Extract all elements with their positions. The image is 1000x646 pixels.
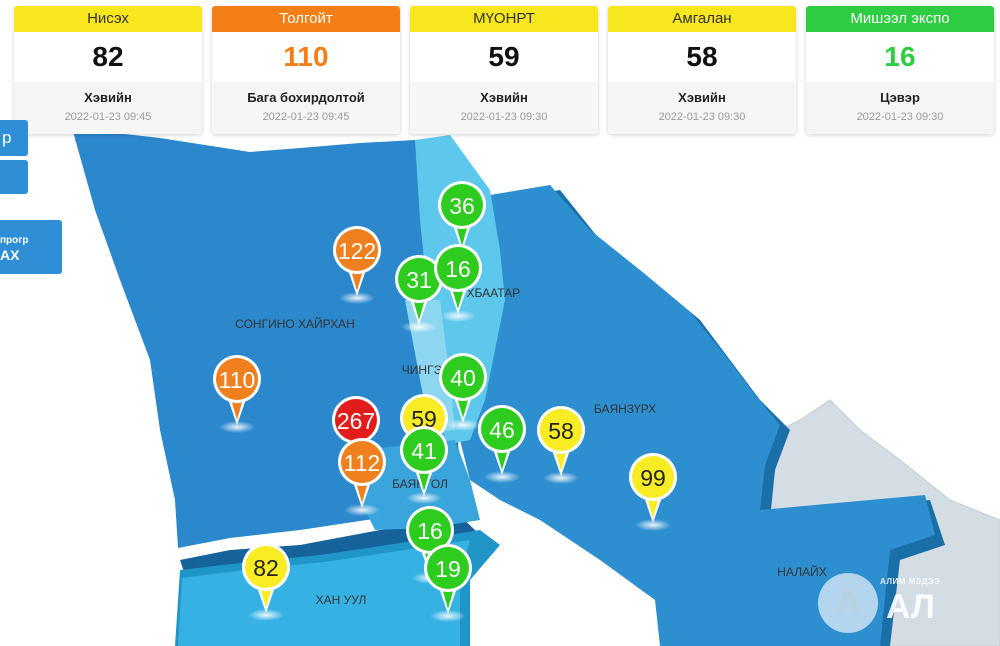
station-cards: Нисэх 82 Хэвийн 2022-01-23 09:45 Толгойт… xyxy=(0,0,1000,140)
aqi-marker-122[interactable]: 122 xyxy=(333,226,381,304)
aqi-status: Бага бохирдолтой xyxy=(247,90,365,105)
aqi-status: Хэвийн xyxy=(678,90,726,105)
aqi-value: 16 xyxy=(884,41,916,72)
aqi-value: 59 xyxy=(488,41,520,72)
aqi-marker-40[interactable]: 40 xyxy=(439,353,487,431)
aqi-marker-value: 122 xyxy=(338,238,376,264)
station-name: Нисэх xyxy=(14,6,202,32)
aqi-marker-value: 40 xyxy=(450,365,476,391)
aqi-marker-112[interactable]: 112 xyxy=(338,438,386,516)
aqi-status: Цэвэр xyxy=(880,90,920,105)
side-button-2[interactable] xyxy=(0,160,28,194)
aqi-marker-value: 58 xyxy=(548,418,574,444)
aqi-status: Хэвийн xyxy=(84,90,132,105)
aqi-marker-value: 36 xyxy=(449,193,475,219)
station-card-muonrt[interactable]: МҮОНРТ 59 Хэвийн 2022-01-23 09:30 xyxy=(410,6,598,134)
aqi-marker-value: 112 xyxy=(344,450,381,476)
district-label-nalaikh: НАЛАЙХ xyxy=(777,564,826,579)
watermark-logo: A xyxy=(818,573,878,633)
watermark-big-text: АЛ xyxy=(886,588,935,626)
measured-time: 2022-01-23 09:45 xyxy=(64,111,152,123)
aqi-marker-value: 31 xyxy=(406,267,432,293)
district-label-sukhbaatar: ҮХБААТАР xyxy=(460,286,520,300)
measured-time: 2022-01-23 09:30 xyxy=(460,111,548,123)
aqi-marker-value: 19 xyxy=(435,556,461,582)
station-name: Амгалан xyxy=(608,6,796,32)
aqi-marker-value: 16 xyxy=(417,518,443,544)
aqi-marker-46[interactable]: 46 xyxy=(478,405,526,483)
measured-time: 2022-01-23 09:30 xyxy=(658,111,746,123)
aqi-marker-110[interactable]: 110 xyxy=(213,355,261,433)
aqi-status: Хэвийн xyxy=(480,90,528,105)
station-card-tolgoit[interactable]: Толгойт 110 Бага бохирдолтой 2022-01-23 … xyxy=(212,6,400,134)
aqi-marker-value: 82 xyxy=(253,555,279,581)
measured-time: 2022-01-23 09:45 xyxy=(262,111,350,123)
aqi-marker-41[interactable]: 41 xyxy=(400,426,448,504)
aqi-value: 110 xyxy=(283,41,329,72)
aqi-marker-16[interactable]: 16 xyxy=(406,506,454,584)
aqi-marker-value: 16 xyxy=(445,256,471,282)
district-chingeltei-shape[interactable] xyxy=(405,300,455,432)
aqi-marker-value: 110 xyxy=(219,367,256,393)
measured-time: 2022-01-23 09:30 xyxy=(856,111,944,123)
district-khanuul-shape[interactable] xyxy=(178,540,470,646)
aqi-value: 58 xyxy=(686,41,718,72)
district-label-chingeltei: ЧИНГЭ xyxy=(402,363,443,377)
side-button-3-line1: прогр xyxy=(0,235,29,246)
aqi-marker-82[interactable]: 82 xyxy=(242,543,290,621)
side-button-1[interactable]: р xyxy=(0,120,28,156)
district-label-bayanzurkh: БАЯНЗҮРХ xyxy=(594,402,656,416)
aqi-value: 82 xyxy=(92,41,124,72)
aqi-marker-value: 267 xyxy=(337,408,375,434)
district-label-songino: СОНГИНО ХАЙРХАН xyxy=(235,316,355,331)
station-card-nisekh[interactable]: Нисэх 82 Хэвийн 2022-01-23 09:45 xyxy=(14,6,202,134)
svg-text:A: A xyxy=(836,583,861,621)
watermark-small-text: АЛИМ МЭДЭЭ xyxy=(880,577,941,586)
station-name: МҮОНРТ xyxy=(410,6,598,32)
aqi-marker-19[interactable]: 19 xyxy=(424,544,472,622)
district-label-khanuul: ХАН УУЛ xyxy=(316,593,367,607)
district-bayanzurkh-shape[interactable] xyxy=(460,185,935,646)
side-button-3-line2: АХ xyxy=(0,247,20,263)
aqi-marker-value: 41 xyxy=(411,438,437,464)
side-button-app-program[interactable]: прогр АХ xyxy=(0,220,62,274)
aqi-marker-31[interactable]: 31 xyxy=(395,255,443,333)
station-card-misheel-expo[interactable]: Мишээл экспо 16 Цэвэр 2022-01-23 09:30 xyxy=(806,6,994,134)
station-name: Мишээл экспо xyxy=(806,6,994,32)
side-button-1-label: р xyxy=(2,128,12,147)
aqi-marker-value: 99 xyxy=(640,465,666,491)
station-name: Толгойт xyxy=(212,6,400,32)
station-card-amgalan[interactable]: Амгалан 58 Хэвийн 2022-01-23 09:30 xyxy=(608,6,796,134)
aqi-marker-value: 46 xyxy=(489,417,515,443)
district-bayangol-shape[interactable] xyxy=(360,440,480,530)
aqi-marker-16[interactable]: 16 xyxy=(434,244,482,322)
aqi-marker-99[interactable]: 99 xyxy=(629,453,677,531)
aqi-marker-58[interactable]: 58 xyxy=(537,406,585,484)
